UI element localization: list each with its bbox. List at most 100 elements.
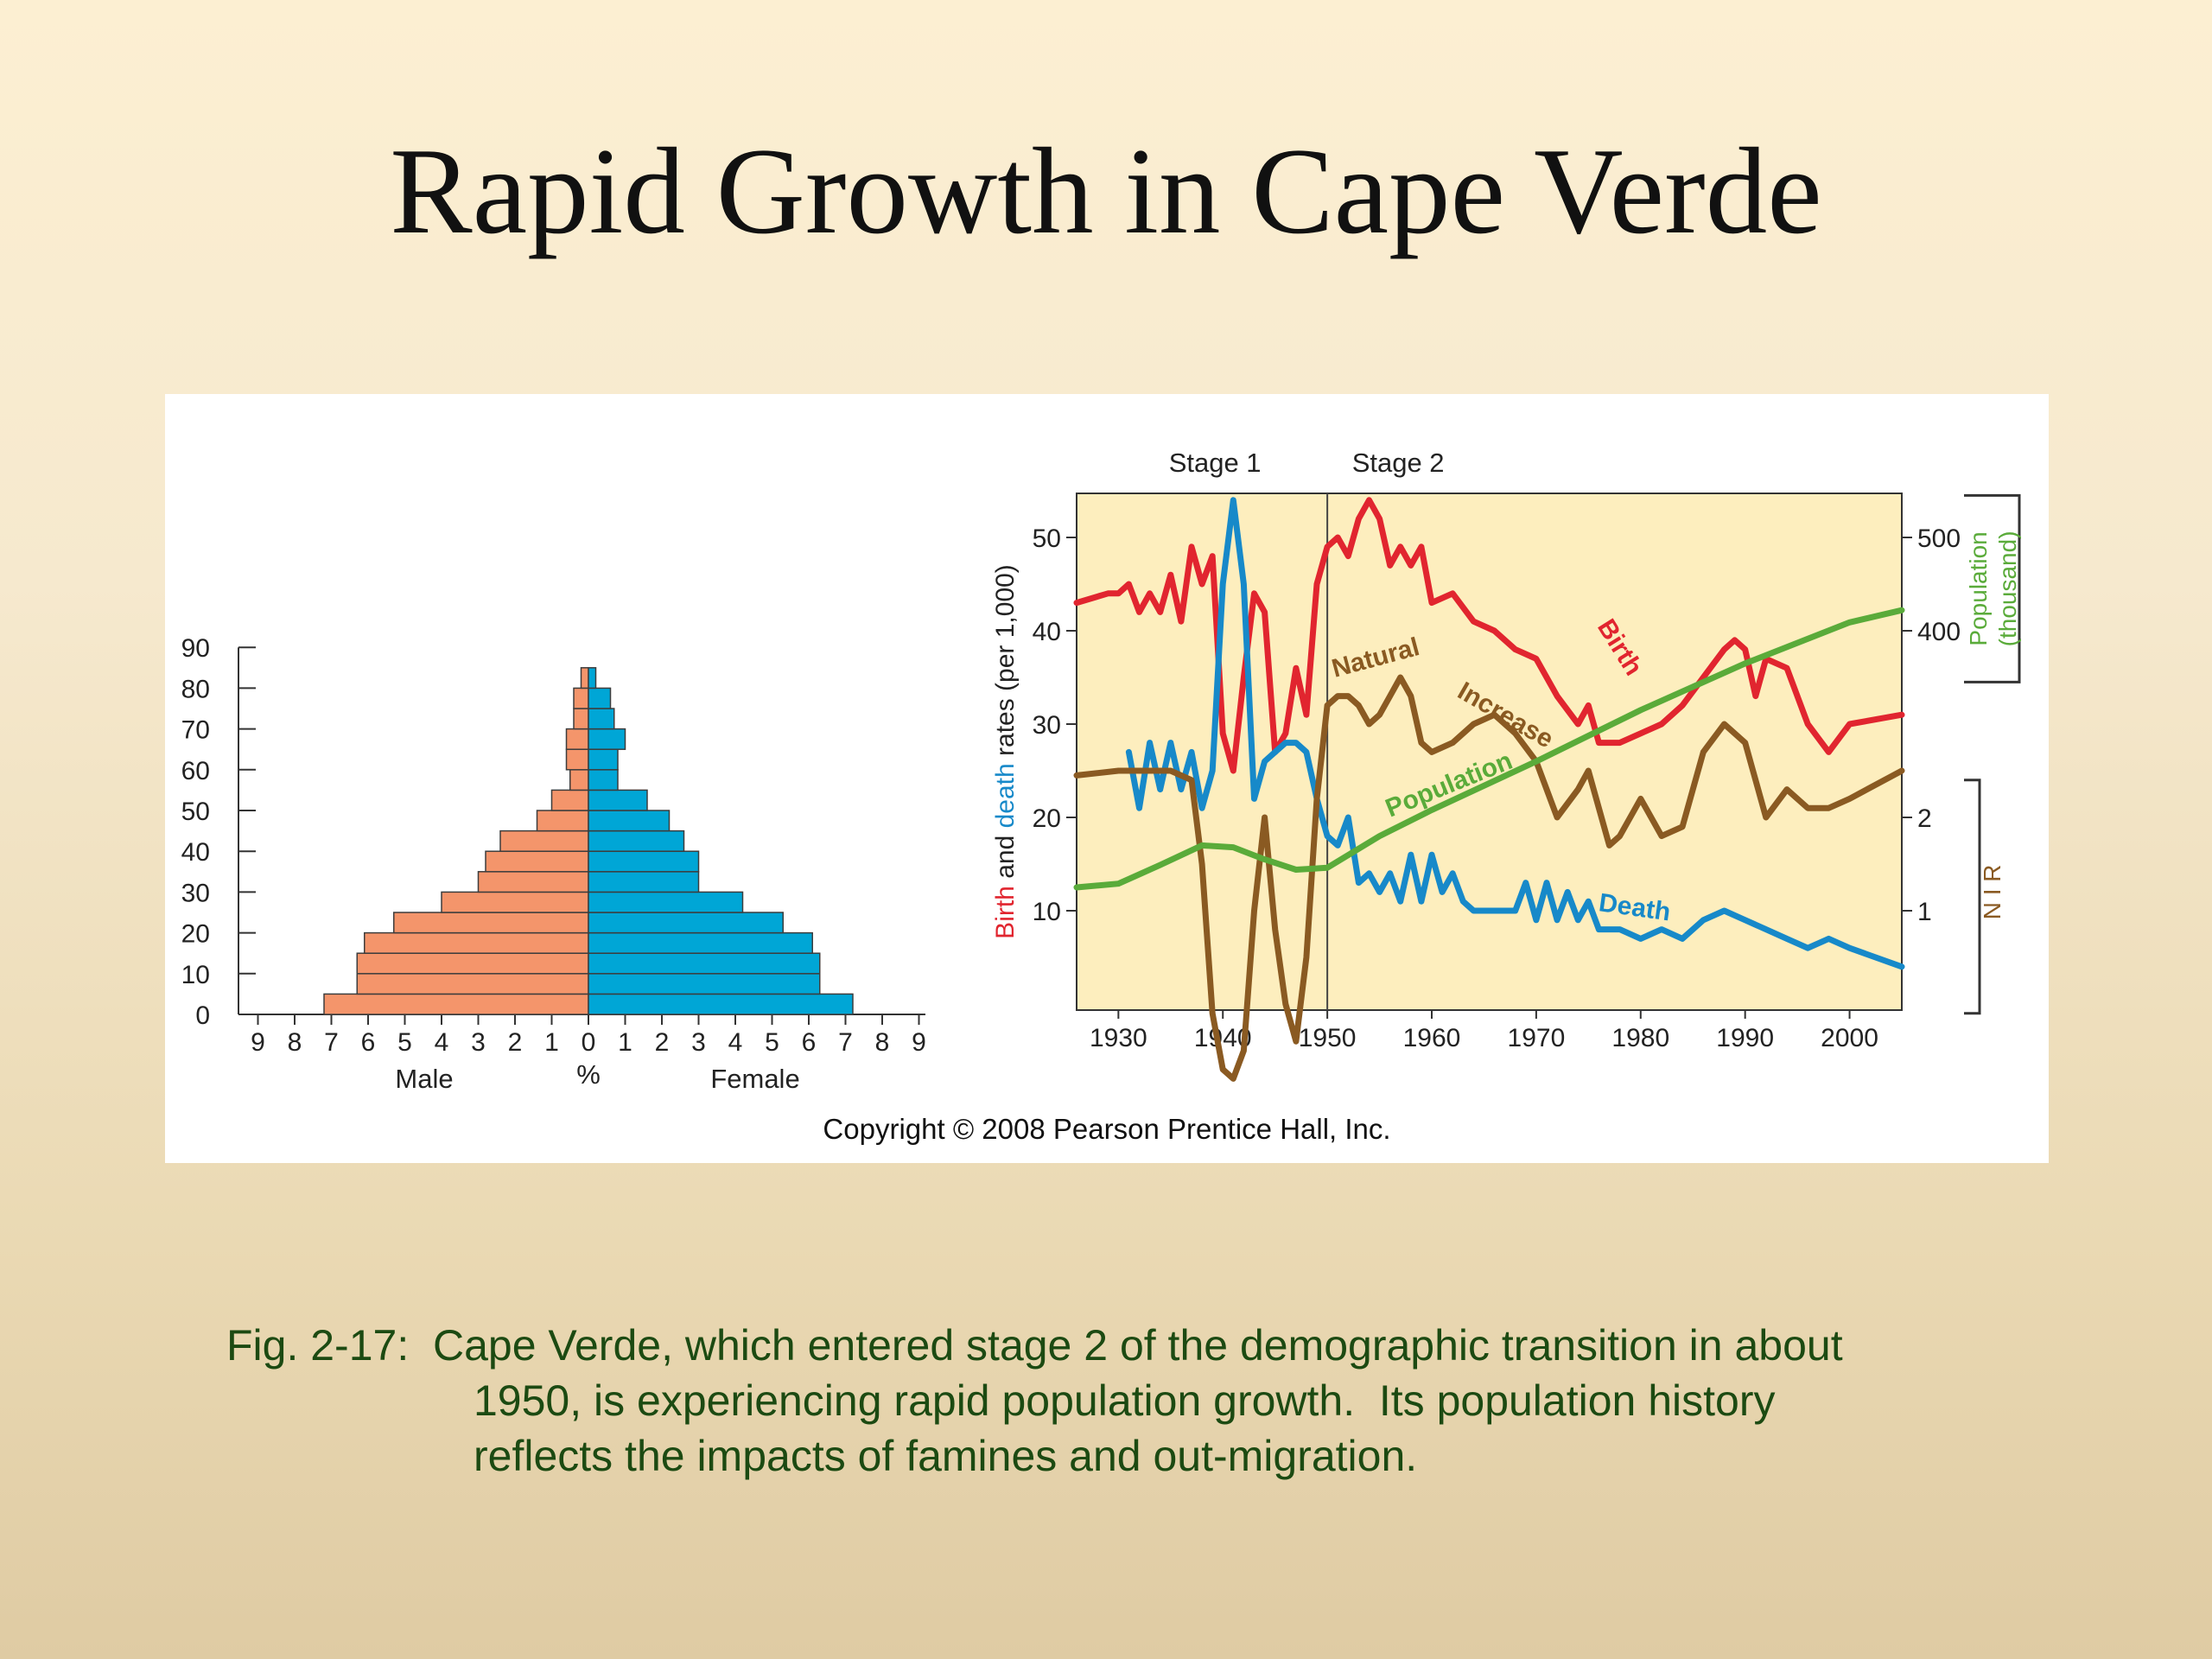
percent-tick-label: 5 <box>397 1028 412 1057</box>
death-rate-line <box>1125 497 1905 970</box>
left-axis-label-part: death <box>991 763 1020 828</box>
year-tick-label: 1950 <box>1299 1024 1357 1052</box>
age-tick-label: 60 <box>181 757 210 785</box>
population-tick-label: 400 <box>1917 618 1961 646</box>
female-bar <box>588 891 744 913</box>
birth-rate-line <box>1073 497 1905 774</box>
male-bar <box>573 687 589 709</box>
age-tick-label: 10 <box>181 961 210 989</box>
left-axis-label-part: and <box>991 828 1020 886</box>
age-tick-label: 0 <box>195 1001 210 1030</box>
percent-tick-label: 3 <box>471 1028 486 1057</box>
population-axis-label-2: (thousand) <box>1994 531 2021 646</box>
female-bar <box>588 952 821 975</box>
percent-tick-label: 4 <box>435 1028 449 1057</box>
percent-tick-label: 1 <box>618 1028 632 1057</box>
percent-tick-label: 9 <box>912 1028 926 1057</box>
left-axis-label-part: Birth <box>991 886 1020 939</box>
caption-line-3: reflects the impacts of famines and out-… <box>474 1432 1418 1480</box>
left-axis-label-part: rates (per 1,000) <box>991 564 1020 763</box>
percent-tick-label: 9 <box>251 1028 265 1057</box>
female-bar <box>588 973 821 995</box>
stage-2-label: Stage 2 <box>1352 448 1445 478</box>
male-bar <box>550 789 589 811</box>
left-tick-label: 20 <box>1033 804 1061 833</box>
female-bar <box>588 748 619 771</box>
percent-tick-label: 2 <box>655 1028 670 1057</box>
percent-tick-label: 2 <box>508 1028 523 1057</box>
age-tick-label: 30 <box>181 879 210 907</box>
female-label: Female <box>710 1064 799 1094</box>
percent-tick-label: 5 <box>765 1028 779 1057</box>
female-bar <box>588 687 612 709</box>
male-bar <box>580 667 589 690</box>
nir-axis-bracket <box>1964 779 1981 1015</box>
age-tick-label: 50 <box>181 798 210 826</box>
percent-tick-label: 8 <box>288 1028 302 1057</box>
male-bar <box>477 871 589 893</box>
figure-panel: 0 10 20 30 40 50 60 70 80 90 9 8 7 6 5 4 3 2 1 0 1 2 3 4 5 6 7 8 9 Ma… <box>165 394 2049 1163</box>
female-bar <box>588 993 854 1015</box>
percent-tick-label: 8 <box>875 1028 890 1057</box>
male-bar <box>569 769 589 791</box>
male-bar <box>356 952 589 975</box>
male-bar <box>536 810 589 832</box>
year-tick-label: 1930 <box>1090 1024 1147 1052</box>
age-tick-label: 70 <box>181 716 210 745</box>
caption-line-1: Fig. 2-17: Cape Verde, which entered sta… <box>226 1321 1843 1370</box>
male-bar <box>356 973 589 995</box>
male-bar <box>485 850 589 873</box>
nir-tick-label: 1 <box>1917 898 1932 926</box>
female-bar <box>588 789 648 811</box>
slide-title: Rapid Growth in Cape Verde <box>390 123 1822 259</box>
percent-tick-label: 4 <box>728 1028 743 1057</box>
male-bar <box>364 931 589 954</box>
copyright-text: Copyright © 2008 Pearson Prentice Hall, … <box>823 1113 1390 1145</box>
percent-tick-label: 7 <box>324 1028 339 1057</box>
year-tick-label: 2000 <box>1821 1024 1878 1052</box>
natural-increase-line <box>1073 674 1905 1082</box>
percent-tick-label: 0 <box>582 1028 596 1057</box>
percent-axis-label: % <box>576 1059 601 1090</box>
female-bar <box>588 769 619 791</box>
female-bar <box>588 708 615 730</box>
female-bar <box>588 871 700 893</box>
male-bar <box>441 891 589 913</box>
stage-1-label: Stage 1 <box>1169 448 1262 478</box>
male-bar <box>565 728 589 750</box>
age-tick-label: 40 <box>181 838 210 867</box>
figure-caption: Fig. 2-17: Cape Verde, which entered sta… <box>226 1318 2006 1484</box>
nir-axis-label: N I R <box>1979 865 2005 920</box>
female-bar <box>588 728 626 750</box>
male-bar <box>565 748 589 771</box>
female-bar <box>588 810 671 832</box>
male-bar <box>393 912 589 934</box>
year-tick-label: 1960 <box>1403 1024 1461 1052</box>
female-bar <box>588 850 700 873</box>
left-tick-label: 50 <box>1033 524 1061 553</box>
male-bar <box>573 708 589 730</box>
percent-tick-label: 1 <box>544 1028 559 1057</box>
female-bar <box>588 830 685 852</box>
female-bar <box>588 931 813 954</box>
male-label: Male <box>395 1064 453 1094</box>
male-bar <box>323 993 589 1015</box>
age-tick-label: 90 <box>181 634 210 663</box>
percent-tick-label: 3 <box>691 1028 706 1057</box>
year-tick-label: 1970 <box>1508 1024 1566 1052</box>
nir-tick-label: 2 <box>1917 804 1932 833</box>
caption-line-2: 1950, is experiencing rapid population g… <box>474 1376 1776 1425</box>
year-tick-label: 1980 <box>1611 1024 1669 1052</box>
age-tick-label: 80 <box>181 675 210 703</box>
percent-tick-label: 7 <box>838 1028 853 1057</box>
year-tick-label: 1990 <box>1716 1024 1774 1052</box>
male-bar <box>499 830 589 852</box>
population-axis-label-1: Population <box>1965 531 1992 645</box>
female-bar <box>588 912 784 934</box>
left-tick-label: 40 <box>1033 618 1061 646</box>
population-line <box>1073 607 1905 891</box>
female-bar <box>588 667 597 690</box>
